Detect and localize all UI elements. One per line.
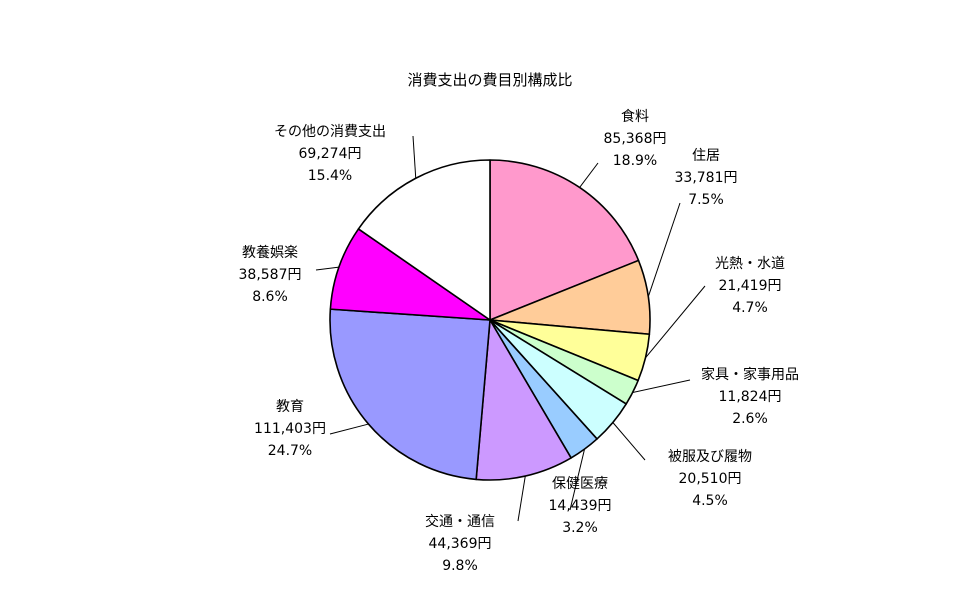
- leader-line-2: [645, 285, 706, 359]
- leader-line-8: [315, 266, 340, 271]
- slice-amount-label-3: 11,824円: [719, 389, 782, 405]
- leader-line-1: [647, 202, 681, 297]
- slice-percent-label-9: 15.4%: [308, 168, 352, 184]
- leader-line-5: [569, 448, 586, 511]
- slice-percent-label-1: 7.5%: [688, 192, 724, 208]
- slice-percent-label-3: 2.6%: [732, 411, 768, 427]
- slice-label-8: 教養娯楽: [242, 244, 298, 261]
- slice-percent-label-4: 4.5%: [692, 493, 728, 509]
- pie-slice-9: [357, 159, 491, 321]
- slice-amount-label-8: 38,587円: [239, 267, 302, 283]
- slice-percent-label-7: 24.7%: [268, 443, 312, 459]
- chart-title: 消費支出の費目別構成比: [407, 71, 573, 89]
- slice-amount-label-5: 14,439円: [549, 498, 612, 514]
- slice-percent-label-2: 4.7%: [732, 300, 768, 316]
- leader-line-7: [329, 423, 369, 435]
- pie-slice-6: [475, 319, 572, 481]
- leader-line-3: [632, 379, 691, 393]
- pie-slice-7: [329, 308, 491, 481]
- leader-line-6: [517, 475, 526, 522]
- pie-slice-8: [329, 228, 491, 321]
- leader-line-9: [412, 135, 417, 179]
- slice-label-7: 教育: [276, 399, 304, 415]
- slice-amount-label-0: 85,368円: [604, 131, 667, 147]
- slice-amount-label-9: 69,274円: [299, 146, 362, 162]
- slice-amount-label-2: 21,419円: [719, 278, 782, 294]
- slice-label-0: 食料: [621, 108, 649, 125]
- slice-label-3: 家具・家事用品: [701, 366, 799, 383]
- slice-amount-label-4: 20,510円: [679, 471, 742, 487]
- slice-label-1: 住居: [692, 148, 720, 164]
- slice-label-2: 光熱・水道: [715, 256, 785, 272]
- leader-line-0: [579, 162, 599, 188]
- slice-percent-label-6: 9.8%: [442, 558, 478, 574]
- slice-label-9: その他の消費支出: [274, 124, 386, 140]
- slice-amount-label-7: 111,403円: [254, 421, 326, 437]
- slice-percent-label-0: 18.9%: [613, 153, 657, 169]
- slice-label-5: 保健医療: [552, 475, 608, 492]
- pie-slice-0: [489, 159, 640, 321]
- leader-line-4: [612, 422, 646, 461]
- slice-percent-label-8: 8.6%: [252, 289, 288, 305]
- slice-amount-label-1: 33,781円: [675, 170, 738, 186]
- slice-percent-label-5: 3.2%: [562, 520, 598, 536]
- slice-label-6: 交通・通信: [425, 513, 495, 530]
- slice-label-4: 被服及び履物: [668, 449, 752, 465]
- slice-amount-label-6: 44,369円: [429, 536, 492, 552]
